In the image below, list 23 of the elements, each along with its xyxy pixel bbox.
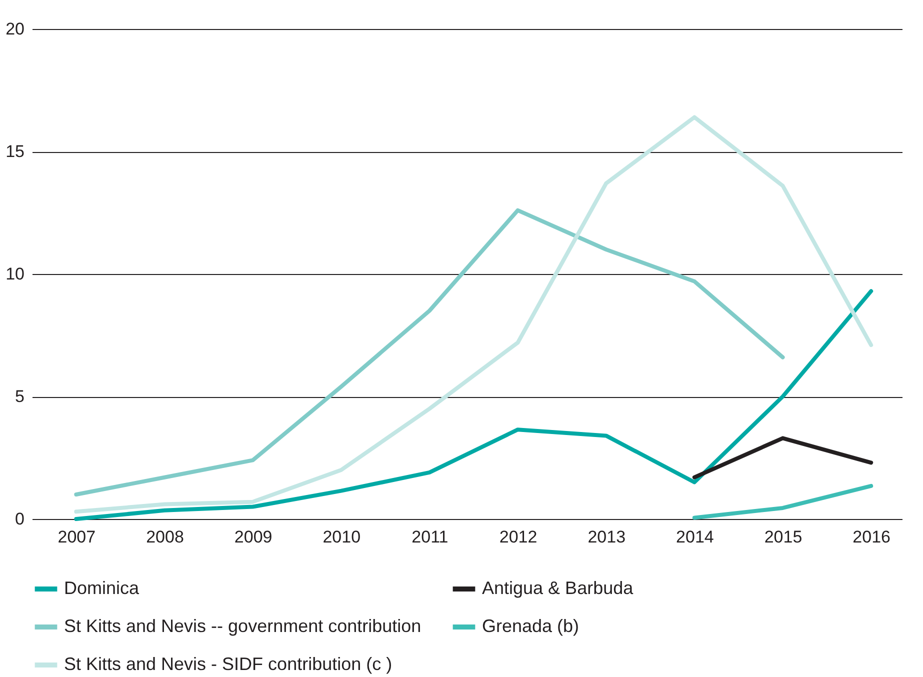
line-series [74, 115, 874, 514]
line-series [74, 289, 874, 521]
x-tick-label: 2007 [58, 528, 96, 546]
x-tick-label: 2014 [676, 528, 714, 546]
legend-label: Antigua & Barbuda [482, 578, 634, 598]
legend-label: St Kitts and Nevis -- government contribution [64, 616, 422, 636]
y-tick-label: 5 [15, 387, 24, 406]
x-tick-label: 2012 [499, 528, 538, 546]
y-tick-label: 0 [15, 510, 24, 528]
y-tick-label: 10 [6, 264, 24, 284]
x-tick-label: 2010 [322, 528, 361, 546]
x-tick-label: 2015 [764, 528, 802, 546]
y-tick-label: 15 [6, 142, 24, 161]
legend-label: Dominica [64, 578, 140, 598]
x-tick-label: 2009 [234, 528, 272, 546]
y-tick-label: 20 [6, 20, 24, 38]
line-series [74, 208, 785, 496]
legend-label: St Kitts and Nevis - SIDF contribution (c ) [64, 654, 392, 674]
x-tick-label: 2011 [412, 528, 448, 546]
x-tick-label: 2013 [588, 528, 626, 546]
x-tick-label: 2008 [146, 528, 184, 546]
legend-label: Grenada (b) [482, 616, 580, 636]
x-tick-label: 2016 [852, 528, 890, 546]
